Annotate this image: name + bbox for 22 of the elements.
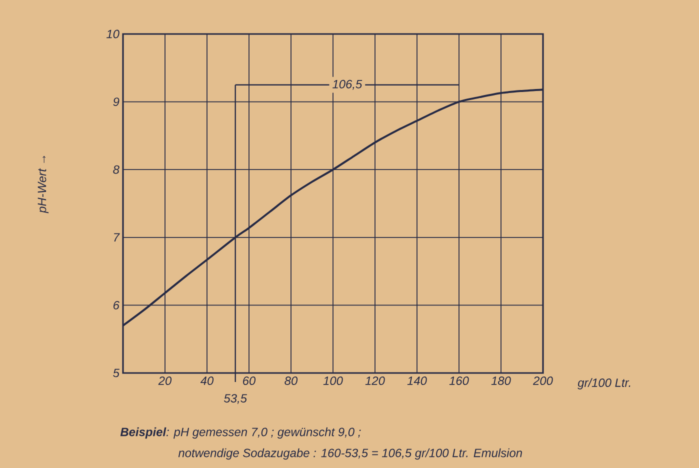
x-tick-label: 160 xyxy=(449,376,469,385)
ref-line-label: 53,5 xyxy=(224,394,248,404)
text: Beispiel: pH gemessen 7,0 ; gewünscht 9,0 ; xyxy=(120,427,361,439)
x-tick-label: 100 xyxy=(323,376,343,385)
y-tick-label: 8 xyxy=(113,165,120,174)
y-tick-label: 9 xyxy=(113,98,120,106)
y-tick-label: 6 xyxy=(114,300,120,310)
x-tick-label: 180 xyxy=(491,376,511,385)
y-tick-label: 7 xyxy=(114,233,120,242)
x-tick-label: 80 xyxy=(284,376,298,385)
annotation: 106,5 xyxy=(332,80,362,90)
y-tick-label: 10 xyxy=(106,30,120,38)
x-tick-label: 40 xyxy=(200,376,214,385)
text: notwendige Sodazugabe : 160-53,5 = 106,5 gr/100 Ltr. Emulsion xyxy=(178,448,522,460)
x-tick-label: 60 xyxy=(243,376,256,385)
x-tick-label: 200 xyxy=(532,376,553,385)
x-axis-title: gr/100 Ltr. xyxy=(578,378,630,390)
x-tick-label: 20 xyxy=(158,376,172,385)
x-tick-label: 120 xyxy=(365,376,385,385)
y-tick-label: 5 xyxy=(113,368,120,378)
x-tick-label: 140 xyxy=(407,376,427,385)
y-axis-title: pH-Wert → xyxy=(38,156,49,214)
